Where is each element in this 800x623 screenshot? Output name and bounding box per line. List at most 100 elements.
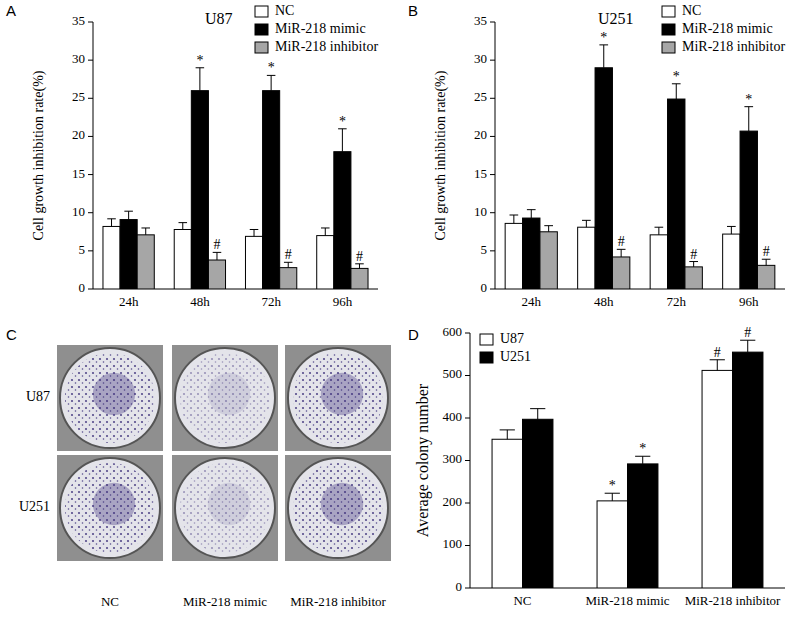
significance-mark: # bbox=[213, 237, 220, 252]
significance-mark: * bbox=[639, 441, 646, 456]
y-tick bbox=[88, 60, 93, 61]
legend-label: U87 bbox=[500, 331, 524, 346]
chart-panel: DAverage colony number010020030040050060… bbox=[408, 324, 785, 608]
annotations: *#*#*# bbox=[196, 53, 363, 264]
error-bar bbox=[196, 68, 205, 91]
error-stem bbox=[748, 107, 749, 131]
error-stem bbox=[676, 84, 677, 99]
significance-mark: # bbox=[763, 244, 770, 259]
legend: NCMiR-218 mimicMiR-218 inhibitor bbox=[255, 3, 378, 54]
bar bbox=[245, 236, 262, 289]
error-cap bbox=[527, 209, 536, 210]
legend-swatch bbox=[480, 352, 493, 363]
image-panel: CU87U251NCMiR-218 mimicMiR-218 inhibitor bbox=[6, 326, 391, 609]
error-bar bbox=[740, 340, 755, 352]
y-tick bbox=[465, 545, 470, 546]
error-cap bbox=[530, 408, 545, 409]
error-bar bbox=[107, 219, 116, 227]
y-tick bbox=[88, 22, 93, 23]
bar bbox=[120, 220, 137, 289]
bar bbox=[733, 352, 763, 588]
dish bbox=[60, 348, 160, 448]
error-cap bbox=[582, 220, 591, 221]
significance-mark: # bbox=[714, 345, 721, 360]
column-label: NC bbox=[101, 594, 119, 609]
y-tick-label: 5 bbox=[481, 242, 488, 257]
error-bar bbox=[124, 211, 133, 219]
x-tick-label: 72h bbox=[667, 294, 687, 309]
legend-swatch bbox=[662, 42, 675, 53]
photo-background bbox=[172, 455, 278, 561]
y-tick-label: 300 bbox=[443, 451, 463, 466]
significance-mark: * bbox=[600, 30, 607, 45]
x-tick-label: 48h bbox=[190, 294, 210, 309]
error-stem bbox=[513, 215, 514, 223]
legend-swatch bbox=[662, 24, 675, 35]
panel-label: A bbox=[6, 2, 16, 19]
panel-label: C bbox=[6, 326, 17, 343]
chart-panel: BU251Cell growth inhibition rate(%)05101… bbox=[408, 2, 785, 309]
colonies bbox=[65, 463, 155, 553]
x-tick-label: 24h bbox=[522, 294, 542, 309]
photo-background bbox=[57, 345, 163, 451]
legend-swatch bbox=[480, 334, 493, 345]
error-cap bbox=[727, 226, 736, 227]
y-tick bbox=[465, 418, 470, 419]
legend-label: MiR-218 inhibitor bbox=[682, 39, 785, 54]
row-label: U87 bbox=[26, 389, 50, 404]
legend-swatch bbox=[255, 42, 268, 53]
error-stem bbox=[182, 223, 183, 230]
figure: AU87Cell growth inhibition rate(%)051015… bbox=[0, 0, 800, 623]
error-stem bbox=[717, 360, 718, 371]
error-stem bbox=[254, 229, 255, 236]
column-label: MiR-218 inhibitor bbox=[290, 594, 386, 609]
error-bar bbox=[605, 493, 620, 501]
error-stem bbox=[128, 211, 129, 219]
error-stem bbox=[586, 220, 587, 227]
x-tick-label: 96h bbox=[333, 294, 353, 309]
bar bbox=[263, 91, 280, 289]
bar bbox=[597, 501, 627, 588]
y-tick bbox=[490, 212, 495, 213]
bar bbox=[595, 68, 612, 289]
panel-label: B bbox=[408, 2, 418, 19]
y-tick bbox=[88, 174, 93, 175]
bar bbox=[492, 439, 522, 588]
colonies bbox=[293, 353, 383, 443]
legend-label: NC bbox=[682, 3, 701, 18]
error-stem bbox=[271, 75, 272, 90]
chart-title: U87 bbox=[205, 10, 233, 27]
error-stem bbox=[111, 219, 112, 227]
bar bbox=[523, 419, 553, 588]
y-tick-label: 35 bbox=[72, 13, 85, 28]
legend-label: MiR-218 mimic bbox=[682, 21, 773, 36]
x-tick-label: 72h bbox=[261, 294, 281, 309]
bar bbox=[650, 235, 667, 289]
y-tick-label: 500 bbox=[443, 366, 463, 381]
error-stem bbox=[642, 456, 643, 464]
error-bar bbox=[530, 409, 545, 420]
colonies bbox=[65, 353, 155, 443]
error-stem bbox=[216, 252, 217, 260]
marks bbox=[103, 68, 368, 289]
y-tick bbox=[490, 22, 495, 23]
error-bar bbox=[672, 84, 681, 99]
error-stem bbox=[731, 226, 732, 234]
colony-cluster bbox=[321, 483, 363, 525]
error-cap bbox=[544, 225, 553, 226]
panel-label: D bbox=[408, 326, 419, 343]
error-cap bbox=[107, 218, 116, 219]
dish bbox=[288, 348, 388, 448]
error-stem bbox=[325, 228, 326, 236]
error-cap bbox=[179, 222, 188, 223]
annotations: *#*#*# bbox=[600, 30, 769, 262]
error-cap bbox=[655, 227, 664, 228]
error-stem bbox=[342, 129, 343, 152]
error-bar bbox=[213, 252, 222, 260]
bar bbox=[208, 260, 225, 289]
dish bbox=[288, 458, 388, 558]
significance-mark: * bbox=[745, 92, 752, 107]
significance-mark: # bbox=[690, 247, 697, 262]
colony-cluster bbox=[208, 373, 250, 415]
colony-cluster bbox=[321, 373, 363, 415]
